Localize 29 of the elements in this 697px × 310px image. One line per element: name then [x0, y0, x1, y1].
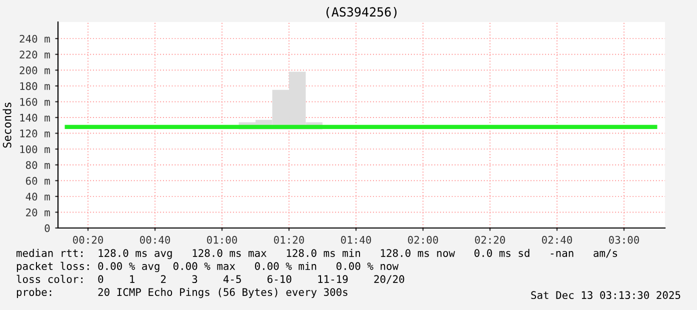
chart-title: (AS394256) — [326, 6, 397, 18]
y-tick-label: 100 m — [20, 145, 50, 154]
text: Sat Dec 13 03:13:30 2025 — [531, 291, 680, 300]
y-tick-label: 240 m — [20, 34, 50, 43]
y-tick-label: 180 m — [20, 82, 50, 90]
y-tick-label: 220 m — [20, 50, 50, 58]
text: loss color: 0 1 2 3 4-5 6-10 11-19 20/20 — [16, 274, 404, 284]
text: median rtt: 128.0 ms avg 128.0 ms max 128.0 ms min 128.0 ms now 0.0 ms sd -nan am/s — [16, 248, 618, 260]
y-tick-label: 160 m — [20, 98, 50, 106]
y-tick-label: 80 m — [26, 161, 50, 169]
x-tick-label: 00:40 — [140, 236, 170, 244]
y-axis-title: Seconds — [2, 102, 12, 148]
x-tick-label: 02:40 — [542, 236, 572, 244]
x-tick-label: 01:20 — [274, 236, 304, 244]
y-tick-label: 20 m — [26, 208, 50, 216]
x-tick-label: 02:00 — [408, 236, 438, 244]
y-tick-label: 0 — [44, 224, 50, 232]
text: probe: 20 ICMP Echo Pings (56 Bytes) every 300s — [16, 288, 348, 298]
x-tick-label: 02:20 — [474, 236, 505, 244]
x-tick-label: 01:40 — [341, 236, 372, 244]
y-tick-label: 140 m — [20, 114, 50, 122]
y-tick-label: 60 m — [26, 176, 50, 185]
x-tick-label: 00:20 — [73, 236, 104, 244]
y-tick-label: 200 m — [20, 66, 50, 74]
x-tick-label: 03:00 — [608, 236, 639, 244]
text: packet loss: 0.00 % avg 0.00 % max 0.00 % min 0.00 % now — [16, 262, 399, 272]
y-tick-label: 120 m — [20, 130, 50, 138]
y-tick-label: 40 m — [26, 192, 50, 201]
x-tick-label: 01:00 — [207, 236, 238, 244]
